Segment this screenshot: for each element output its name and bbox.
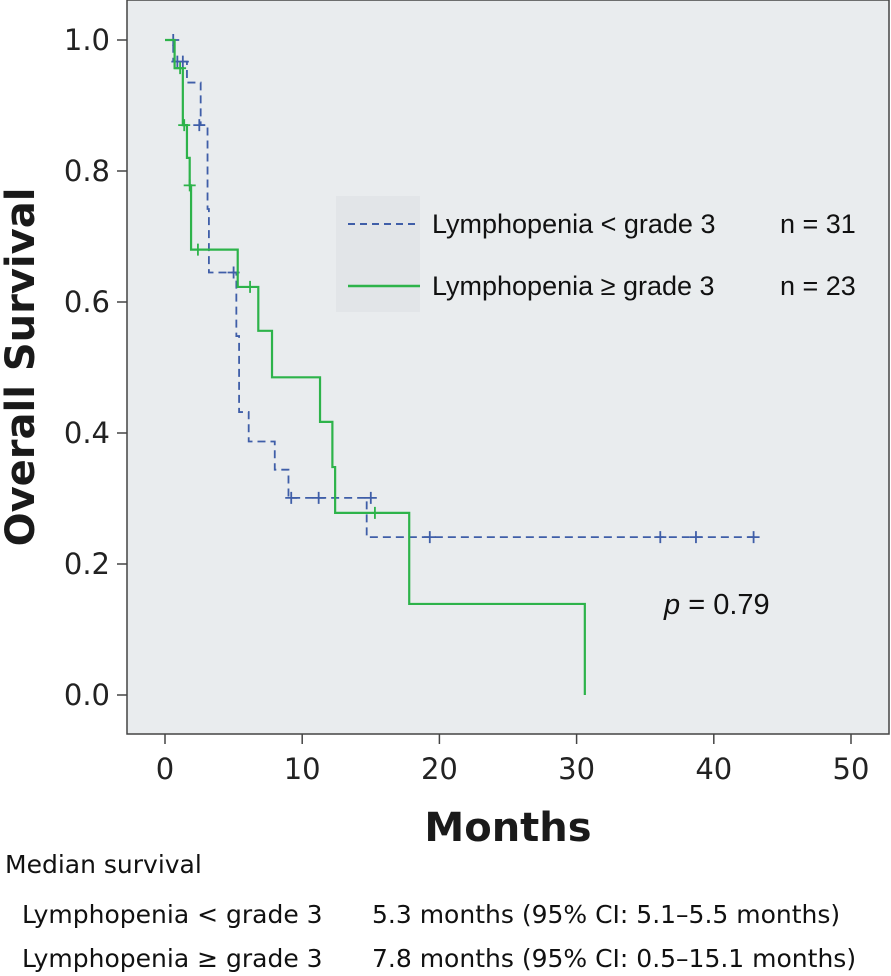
censor-mark-0 bbox=[747, 531, 760, 544]
legend-n-lymphopenia-ge-grade3: n = 23 bbox=[780, 271, 856, 301]
legend-n-lymphopenia-lt-grade3: n = 31 bbox=[780, 209, 856, 239]
y-tick-label: 0.6 bbox=[64, 285, 110, 319]
y-tick-label: 0.0 bbox=[64, 678, 110, 712]
survival-chart: 0 10 20 30 40 50 0.0 0.2 0.4 0.6 0.8 1.0 Lymphopeni… bbox=[0, 0, 890, 846]
median-row-lymphopenia-ge-grade3: Lymphopenia ≥ grade 3 7.8 months (95% CI:… bbox=[22, 944, 856, 973]
censor-mark-1 bbox=[174, 62, 187, 75]
censor-mark-0 bbox=[176, 55, 189, 68]
median-survival-title: Median survival bbox=[5, 850, 202, 879]
legend-box bbox=[336, 196, 420, 312]
censor-mark-0 bbox=[285, 491, 298, 504]
censor-mark-1 bbox=[368, 506, 381, 519]
censor-mark-0 bbox=[654, 531, 667, 544]
median-value: 7.8 months (95% CI: 0.5–15.1 months) bbox=[372, 944, 857, 973]
median-row-lymphopenia-lt-grade3: Lymphopenia < grade 3 5.3 months (95% CI:… bbox=[22, 900, 840, 929]
censor-mark-1 bbox=[183, 179, 196, 192]
y-tick-label: 0.4 bbox=[64, 416, 110, 450]
censor-mark-1 bbox=[191, 243, 204, 256]
x-axis-title: Months bbox=[424, 805, 591, 846]
x-tick-label: 50 bbox=[833, 752, 870, 786]
median-value: 5.3 months (95% CI: 5.1–5.5 months) bbox=[372, 900, 841, 929]
x-tick-label: 30 bbox=[558, 752, 595, 786]
x-tick-label: 10 bbox=[284, 752, 321, 786]
median-group-label: Lymphopenia < grade 3 bbox=[22, 900, 323, 929]
legend-label-lymphopenia-lt-grade3: Lymphopenia < grade 3 bbox=[432, 209, 715, 239]
censor-mark-0 bbox=[312, 491, 325, 504]
x-tick-label: 20 bbox=[421, 752, 458, 786]
y-tick-label: 0.8 bbox=[64, 154, 110, 188]
censor-mark-1 bbox=[244, 280, 257, 293]
legend: Lymphopenia < grade 3 n = 31 Lymphopenia… bbox=[336, 196, 856, 312]
y-axis-title: Overall Survival bbox=[0, 188, 44, 547]
censor-mark-0 bbox=[423, 531, 436, 544]
x-tick-label: 40 bbox=[695, 752, 732, 786]
median-group-label: Lymphopenia ≥ grade 3 bbox=[22, 944, 323, 973]
legend-label-lymphopenia-ge-grade3: Lymphopenia ≥ grade 3 bbox=[432, 271, 715, 301]
censor-mark-0 bbox=[364, 491, 377, 504]
x-tick-label: 0 bbox=[156, 752, 174, 786]
y-tick-label: 0.2 bbox=[64, 547, 110, 581]
y-tick-label: 1.0 bbox=[64, 23, 110, 57]
censor-mark-1 bbox=[178, 119, 191, 132]
plot-area bbox=[126, 0, 890, 735]
censor-mark-0 bbox=[193, 119, 206, 132]
p-value-annotation: p = 0.79 bbox=[663, 589, 770, 621]
censor-mark-0 bbox=[689, 531, 702, 544]
